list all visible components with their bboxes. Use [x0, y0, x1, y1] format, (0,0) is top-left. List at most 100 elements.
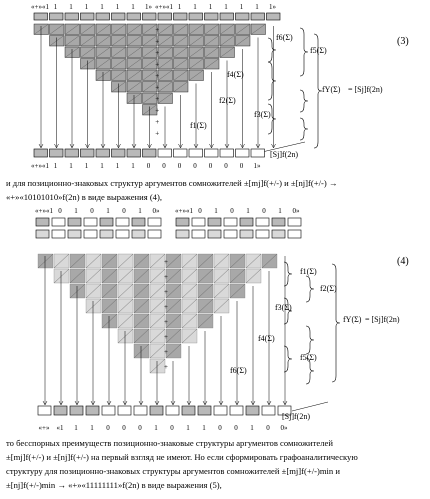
plus-sign: + — [155, 49, 159, 57]
result-bit-cell — [112, 149, 126, 157]
result-bit-cell — [50, 149, 64, 157]
result-bit-label: 0 — [122, 424, 126, 432]
top-bit-label: «+»«1 — [155, 3, 173, 11]
result-bit-label: 1 — [90, 424, 94, 432]
label-f2: f2(Σ) — [219, 96, 236, 105]
top-left-bit-label: 0» — [153, 207, 161, 215]
top-bit-cell — [256, 218, 269, 226]
label-f4: f4(Σ) — [258, 334, 275, 343]
top-left-bit-label: 0 — [90, 207, 94, 215]
label-result-eq: = [Sj]f(2n) — [365, 315, 400, 324]
top-bit-cell — [272, 218, 285, 226]
top-bit-cell — [50, 13, 64, 20]
plus-sign: + — [155, 95, 159, 103]
top-left-bit-label: 1 — [138, 207, 142, 215]
result-bit-cell — [81, 149, 95, 157]
top-left-bit-label: 0 — [122, 207, 126, 215]
result-bit-cell — [143, 149, 157, 157]
top-bit-cell — [143, 13, 157, 20]
top-bit-cell — [256, 230, 269, 238]
result-bit-cell — [246, 406, 259, 415]
paragraph-2: то бесспорных преимуществ позиционно-зна… — [6, 436, 424, 492]
label-fy: fY(Σ) — [343, 315, 362, 324]
label-f4: f4(Σ) — [227, 70, 244, 79]
result-bit-label: «1 — [57, 424, 65, 432]
top-right-bit-label: «+»«1 — [175, 207, 193, 215]
output-arrow — [292, 402, 328, 411]
plus-sign: + — [164, 318, 168, 326]
top-bit-cell — [148, 230, 161, 238]
top-bit-cell — [288, 230, 301, 238]
top-bit-cell — [240, 230, 253, 238]
label-f6: f6(Σ) — [276, 33, 293, 42]
multiplication-diagram-3: «+»«11111111»«+»«11111111» ++++++++++ «+… — [0, 0, 430, 172]
plus-sign: + — [164, 303, 168, 311]
top-bit-cell — [174, 13, 188, 20]
plus-sign: + — [155, 61, 159, 69]
top-bit-cell — [36, 218, 49, 226]
result-bit-label: 0 — [193, 162, 197, 170]
result-bit-cell — [70, 406, 83, 415]
plus-sign: + — [164, 348, 168, 356]
top-operand-rows: «+»«10101010»«+»«10101010» — [35, 207, 301, 238]
top-bit-label: 1» — [145, 3, 153, 11]
result-bit-cell — [220, 149, 234, 157]
result-bit-label: 1 — [154, 424, 158, 432]
result-bit-cell — [96, 149, 110, 157]
top-right-bit-label: 0 — [262, 207, 266, 215]
result-bit-label: 0 — [234, 424, 238, 432]
top-left-bit-label: 0 — [58, 207, 62, 215]
top-bit-cell — [224, 230, 237, 238]
top-bit-label: 1 — [116, 3, 120, 11]
top-bit-cell — [205, 13, 219, 20]
brace — [332, 264, 340, 382]
result-bit-cell — [65, 149, 79, 157]
result-bit-cell — [86, 406, 99, 415]
top-right-bit-label: 0 — [230, 207, 234, 215]
brace — [268, 62, 276, 100]
result-row: «+»«111000101100100» — [38, 406, 291, 432]
plus-sign: + — [155, 84, 159, 92]
label-f1: f1(Σ) — [190, 121, 207, 130]
result-bit-label: 0 — [266, 424, 270, 432]
label-f2: f2(Σ) — [320, 284, 337, 293]
result-bit-label: 1 — [74, 424, 78, 432]
top-bit-label: 1 — [54, 3, 58, 11]
top-bit-label: 1 — [85, 3, 89, 11]
result-bit-cell — [182, 406, 195, 415]
top-bit-cell — [112, 13, 126, 20]
brace — [300, 28, 308, 76]
top-bit-cell — [68, 218, 81, 226]
top-bit-cell — [81, 13, 95, 20]
result-bit-label: 0 — [240, 162, 244, 170]
result-bit-label: 0 — [162, 162, 166, 170]
result-bit-label: 1 — [250, 424, 254, 432]
top-left-bit-label: 1 — [106, 207, 110, 215]
top-bit-label: 1 — [224, 3, 228, 11]
result-bit-cell — [174, 149, 188, 157]
result-bit-cell — [189, 149, 203, 157]
brace — [306, 276, 314, 302]
top-bit-label: 1» — [269, 3, 277, 11]
top-bit-cell — [96, 13, 110, 20]
result-bit-label: 1» — [254, 162, 262, 170]
result-bit-cell — [134, 406, 147, 415]
plus-sign: + — [164, 273, 168, 281]
plus-sign: + — [155, 26, 159, 34]
plus-sign: + — [164, 288, 168, 296]
result-bit-cell — [214, 406, 227, 415]
result-bit-label: 1 — [131, 162, 135, 170]
label-f1: f1(Σ) — [300, 267, 317, 276]
top-bit-cell — [65, 13, 79, 20]
result-bit-label: «+»«1 — [31, 162, 49, 170]
result-bit-cell — [127, 149, 141, 157]
multiplication-diagram-4: «+»«10101010»«+»«10101010» ++++++++ «+»«… — [0, 206, 430, 434]
result-bit-cell — [251, 149, 265, 157]
paragraph-2-line-2: ±[mj]f(+/-) и ±[nj]f(+/-) на первый взгл… — [6, 450, 424, 464]
result-bit-label: 0 — [147, 162, 151, 170]
top-bit-cell — [84, 230, 97, 238]
plus-sign: + — [155, 107, 159, 115]
result-bit-label: 0 — [209, 162, 213, 170]
paragraph-1: и для позиционно-знаковых структур аргум… — [6, 176, 424, 204]
top-left-bit-label: «+»«1 — [35, 207, 53, 215]
